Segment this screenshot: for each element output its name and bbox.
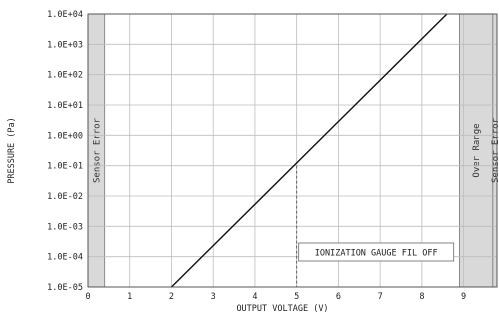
- y-tick-label: 1.0E+03: [47, 40, 83, 50]
- y-tick-label: 1.0E+01: [47, 101, 83, 111]
- x-tick-label: 8: [419, 292, 424, 302]
- x-tick-labels: 0 1 2 3 4 5 6 7 8 9: [85, 292, 466, 302]
- series-lines: [170, 13, 448, 288]
- x-tick-label: 7: [378, 292, 383, 302]
- x-tick-label: 4: [252, 292, 257, 302]
- band-label-2: Sensor Error: [491, 117, 499, 183]
- y-tick-label: 1.0E-02: [47, 192, 83, 202]
- y-tick-label: 1.0E-03: [47, 222, 83, 232]
- annotation-label: IONIZATION GAUGE FIL OFF: [315, 249, 438, 259]
- x-tick-label: 5: [294, 292, 299, 302]
- x-tick-label: 1: [127, 292, 132, 302]
- x-tick-label: 3: [211, 292, 216, 302]
- x-tick-label: 9: [461, 292, 466, 302]
- series-line-0: [170, 13, 448, 288]
- band-label-1: Over Range: [472, 123, 482, 177]
- y-tick-label: 1.0E+02: [47, 71, 83, 81]
- x-axis-label: OUTPUT VOLTAGE (V): [236, 304, 328, 314]
- y-tick-label: 1.0E+00: [47, 131, 83, 141]
- annotation-group: IONIZATION GAUGE FIL OFF: [296, 165, 455, 287]
- y-axis-label: PRESSURE (Pa): [7, 117, 17, 184]
- plot-frame: [87, 13, 498, 288]
- band-label-0: Sensor Error: [92, 117, 102, 183]
- y-tick-labels: 1.0E-05 1.0E-04 1.0E-03 1.0E-02 1.0E-01 1.0E+…: [47, 10, 83, 293]
- x-tick-label: 6: [336, 292, 341, 302]
- y-tick-label: 1.0E-05: [47, 283, 83, 293]
- annotation-box: [298, 242, 455, 262]
- y-tick-label: 1.0E-01: [47, 162, 83, 172]
- y-tick-label: 1.0E+04: [47, 10, 83, 20]
- x-tick-label: 2: [169, 292, 174, 302]
- y-tick-label: 1.0E-04: [47, 253, 83, 263]
- x-tick-label: 0: [85, 292, 90, 302]
